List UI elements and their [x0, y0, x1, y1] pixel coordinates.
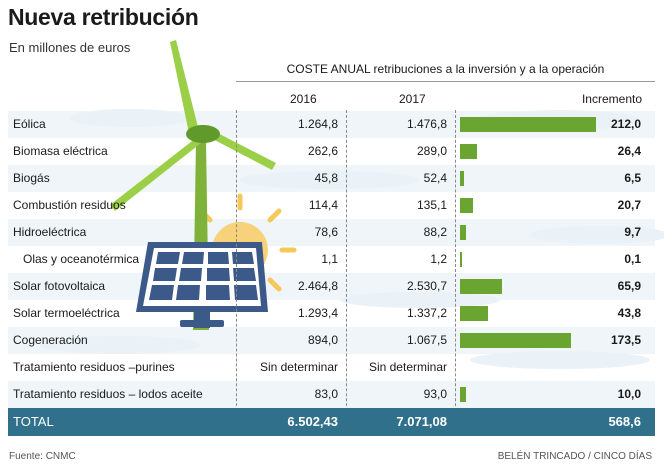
value-2017: 88,2: [423, 225, 447, 239]
increment-bar: [460, 225, 466, 240]
increment-bar: [460, 198, 473, 213]
row-label: Solar termoeléctrica: [13, 306, 120, 320]
column-header-2017: 2017: [399, 92, 426, 106]
value-2016: 2.464,8: [297, 279, 338, 293]
row-label: Hidroeléctrica: [13, 225, 87, 239]
row-label: Tratamiento residuos –purines: [13, 360, 175, 374]
value-2016: 1.264,8: [297, 117, 338, 131]
total-label: TOTAL: [13, 414, 54, 429]
value-2016: 894,0: [307, 333, 338, 347]
value-2016: Sin determinar: [259, 360, 338, 374]
increment-bar: [460, 279, 502, 294]
row-label: Eólica: [13, 117, 46, 131]
table-row: Hidroeléctrica 78,6 88,2 9,7: [8, 219, 655, 246]
credit-note: BELÉN TRINCADO / CINCO DÍAS: [497, 451, 652, 462]
column-separator-increment: [455, 110, 456, 436]
total-2016: 6.502,43: [287, 414, 338, 429]
value-2017: Sin determinar: [368, 360, 447, 374]
value-2017: 1.476,8: [406, 117, 447, 131]
value-2017: 1.067,5: [406, 333, 447, 347]
column-separator-2017: [346, 110, 347, 436]
value-2016: 45,8: [314, 171, 338, 185]
value-2017: 1.337,2: [406, 306, 447, 320]
value-2017: 289,0: [416, 144, 447, 158]
row-label: Tratamiento residuos – lodos aceite: [13, 387, 203, 401]
increment-bar: [460, 387, 466, 402]
table-row: Biogás 45,8 52,4 6,5: [8, 165, 655, 192]
table-row: Solar termoeléctrica 1.293,4 1.337,2 43,8: [8, 300, 655, 327]
increment-value: 26,4: [617, 144, 641, 158]
row-stripe: [8, 273, 655, 300]
value-2016: 78,6: [314, 225, 338, 239]
column-group-header: COSTE ANUAL retribuciones a la inversión…: [286, 62, 605, 76]
row-label: Olas y oceanotérmica: [23, 252, 140, 266]
row-label: Cogeneración: [13, 333, 88, 347]
value-2016: 114,4: [308, 198, 338, 212]
increment-value: 212,0: [610, 117, 641, 131]
value-2016: 1.293,4: [297, 306, 338, 320]
total-row: TOTAL 6.502,43 7.071,08 568,6: [8, 408, 655, 436]
row-label: Biogás: [13, 171, 50, 185]
table-row: Tratamiento residuos – lodos aceite 83,0 9…: [8, 381, 655, 408]
increment-value: 0,1: [624, 252, 641, 266]
table-row: Combustión residuos 114,4 135,1 20,7: [8, 192, 655, 219]
increment-bar: [460, 306, 488, 321]
increment-bar: [460, 117, 596, 132]
value-2017: 52,4: [423, 171, 447, 185]
table-row: Olas y oceanotérmica 1,1 1,2 0,1: [8, 246, 655, 273]
increment-value: 65,9: [617, 279, 641, 293]
row-stripe: [8, 381, 655, 408]
source-note: Fuente: CNMC: [9, 451, 76, 462]
increment-value: 20,7: [617, 198, 641, 212]
value-2017: 135,1: [416, 198, 447, 212]
table-row: Biomasa eléctrica 262,6 289,0 26,4: [8, 138, 655, 165]
chart-title: Nueva retribución: [8, 4, 199, 30]
column-separator-2016: [236, 110, 237, 436]
row-label: Combustión residuos: [13, 198, 126, 212]
header-divider: [236, 81, 655, 82]
total-2017: 7.071,08: [396, 414, 447, 429]
value-2016: 262,6: [307, 144, 338, 158]
table-row: Tratamiento residuos –purines Sin determi…: [8, 354, 655, 381]
solar-panel-icon: [136, 242, 268, 328]
column-header-2016: 2016: [290, 92, 317, 106]
increment-bar: [460, 144, 477, 159]
table-row: Solar fotovoltaica 2.464,8 2.530,7 65,9: [8, 273, 655, 300]
row-label: Biomasa eléctrica: [13, 144, 108, 158]
increment-bar: [460, 252, 462, 267]
value-2016: 83,0: [314, 387, 338, 401]
increment-bar: [460, 333, 571, 348]
increment-value: 9,7: [624, 225, 641, 239]
table-row: Cogeneración 894,0 1.067,5 173,5: [8, 327, 655, 354]
value-2017: 1,2: [430, 252, 447, 266]
increment-value: 6,5: [624, 171, 641, 185]
table-row: Eólica 1.264,8 1.476,8 212,0: [8, 111, 655, 138]
value-2017: 93,0: [423, 387, 447, 401]
column-header-increment: Incremento: [581, 92, 642, 106]
increment-value: 173,5: [610, 333, 641, 347]
increment-value: 10,0: [617, 387, 641, 401]
chart-subtitle: En millones de euros: [9, 40, 131, 55]
value-2016: 1,1: [321, 252, 338, 266]
row-label: Solar fotovoltaica: [13, 279, 106, 293]
increment-value: 43,8: [617, 306, 641, 320]
value-2017: 2.530,7: [406, 279, 447, 293]
increment-bar: [460, 171, 464, 186]
total-increment: 568,6: [608, 414, 641, 429]
